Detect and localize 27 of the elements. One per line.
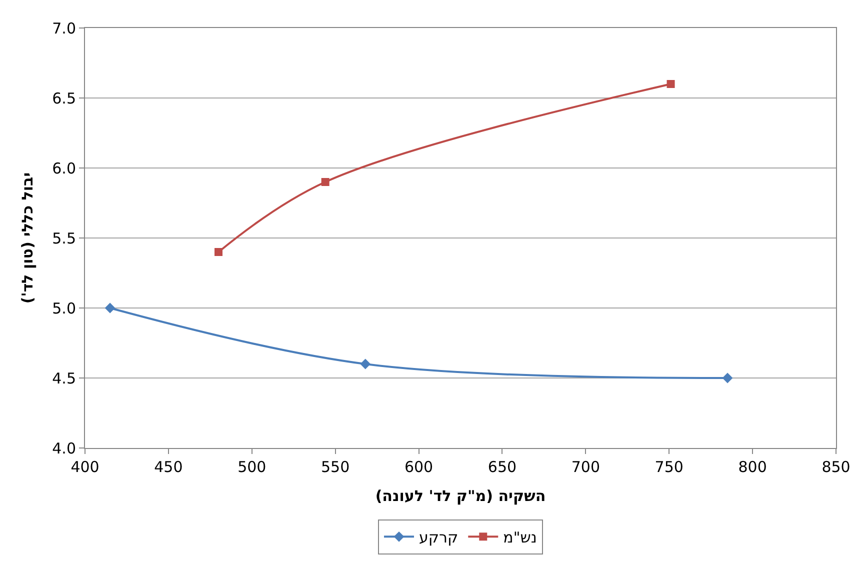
y-tick-label: 5.0 [52,299,76,318]
x-tick-label: 550 [321,458,350,476]
point [722,372,733,384]
y-tick-label: 6.0 [52,159,76,178]
point [360,358,371,370]
y-tick-label: 4.0 [52,439,76,458]
point [321,178,330,186]
x-tick-label: 400 [70,458,100,476]
x-tick-label: 700 [571,458,600,476]
point [214,248,223,256]
legend-label: נש"מ [503,528,537,546]
x-tick-label: 850 [822,458,850,476]
x-tick-label: 450 [154,458,183,476]
x-tick-label: 500 [238,458,266,476]
y-axis-title: יבול כללי (טון לד') [18,172,36,304]
point [666,80,675,88]
x-tick-label: 600 [404,458,434,476]
y-tick-label: 7.0 [52,19,76,38]
point [104,302,116,314]
x-tick-label: 800 [738,458,767,476]
legend-label: קרקע [419,528,458,546]
x-tick-label: 650 [488,458,517,476]
y-tick-label: 4.5 [52,369,76,388]
y-tick-label: 5.5 [52,229,76,248]
x-axis-title: השקיה (מ"ק לד' לעונה) [375,487,546,505]
y-tick-label: 6.5 [52,89,76,108]
x-tick-label: 750 [654,458,684,476]
